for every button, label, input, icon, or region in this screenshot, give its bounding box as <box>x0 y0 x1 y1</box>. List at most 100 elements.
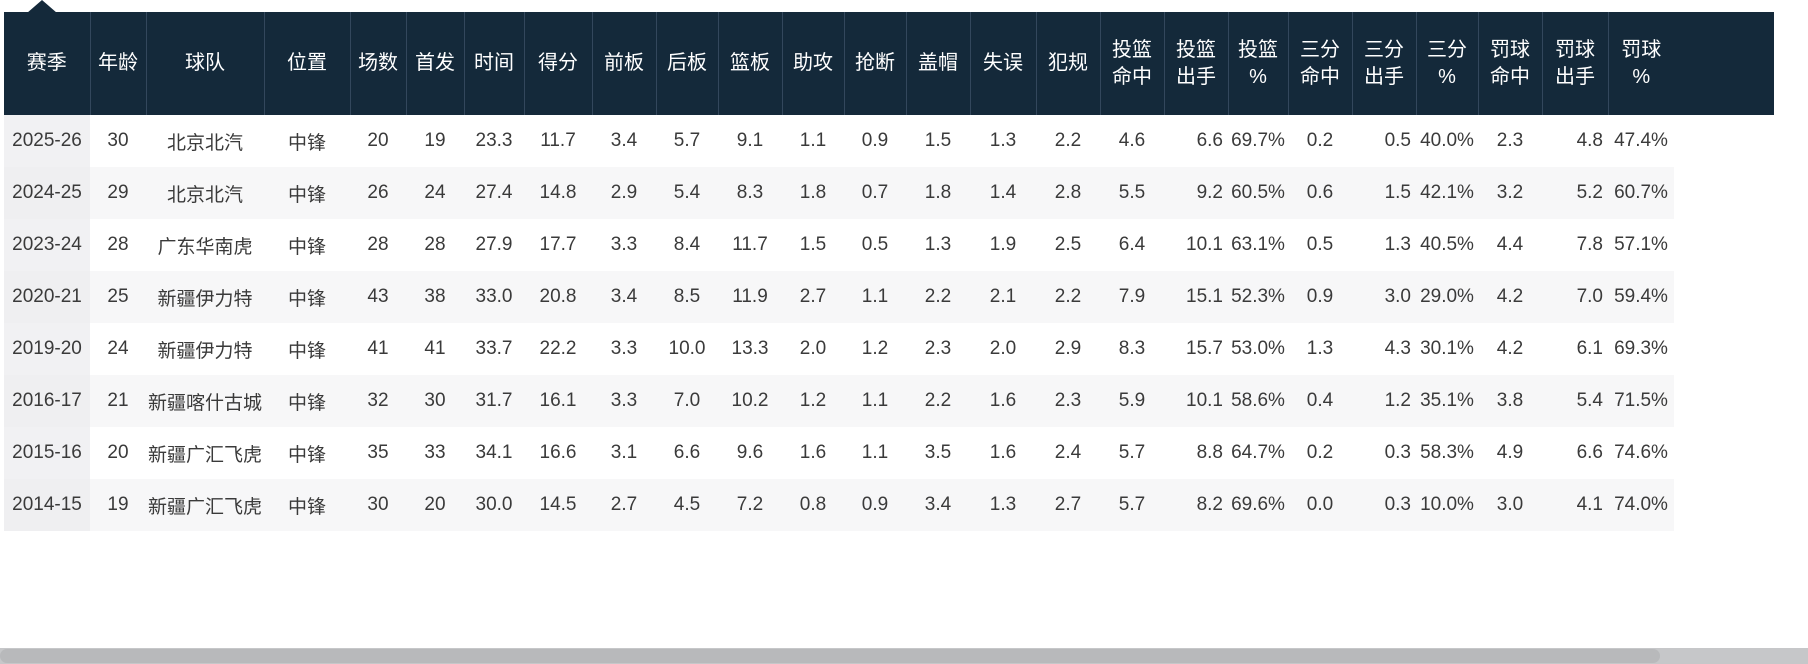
table-row: 2023-24 28 广东华南虎 中锋 28 28 27.9 17.7 3.3 8.4 11.7 1.… <box>4 219 1674 271</box>
cell-age: 19 <box>90 479 146 531</box>
cell-ft-pct: 74.6% <box>1608 427 1674 479</box>
cell-points: 16.6 <box>524 427 592 479</box>
col-header-fouls: 犯规 <box>1035 12 1100 115</box>
cell-rebounds: 9.1 <box>718 115 782 167</box>
cell-off-reb: 3.1 <box>592 427 656 479</box>
cell-minutes: 30.0 <box>464 479 524 531</box>
cell-ftm: 4.9 <box>1478 427 1542 479</box>
col-header-starts: 首发 <box>405 12 464 115</box>
cell-steals: 0.9 <box>844 479 906 531</box>
horizontal-scrollbar[interactable] <box>0 648 1808 664</box>
col-header-off-reb: 前板 <box>591 12 656 115</box>
cell-team: 新疆伊力特 <box>146 323 264 375</box>
table-row: 2025-26 30 北京北汽 中锋 20 19 23.3 11.7 3.4 5.7 9.1 1.1 0… <box>4 115 1674 167</box>
cell-tp-pct: 35.1% <box>1416 375 1478 427</box>
cell-tpa: 0.3 <box>1352 479 1416 531</box>
cell-turnovers: 1.3 <box>970 479 1036 531</box>
cell-steals: 0.5 <box>844 219 906 271</box>
table-row: 2016-17 21 新疆喀什古城 中锋 32 30 31.7 16.1 3.3 7.0 10.2 1… <box>4 375 1674 427</box>
cell-ftm: 2.3 <box>1478 115 1542 167</box>
cell-points: 14.5 <box>524 479 592 531</box>
cell-ftm: 4.2 <box>1478 271 1542 323</box>
cell-tpa: 1.3 <box>1352 219 1416 271</box>
cell-fgm: 5.9 <box>1100 375 1164 427</box>
cell-fouls: 2.9 <box>1036 323 1100 375</box>
cell-ft-pct: 57.1% <box>1608 219 1674 271</box>
col-header-season: 赛季 <box>4 12 90 115</box>
cell-position: 中锋 <box>264 167 350 219</box>
cell-blocks: 1.8 <box>906 167 970 219</box>
cell-games: 20 <box>350 115 406 167</box>
cell-steals: 0.7 <box>844 167 906 219</box>
cell-age: 28 <box>90 219 146 271</box>
col-header-blocks: 盖帽 <box>905 12 970 115</box>
cell-points: 11.7 <box>524 115 592 167</box>
cell-position: 中锋 <box>264 323 350 375</box>
cell-age: 20 <box>90 427 146 479</box>
cell-fga: 8.8 <box>1164 427 1228 479</box>
col-header-tpa: 三分 出手 <box>1351 12 1416 115</box>
cell-games: 35 <box>350 427 406 479</box>
cell-season: 2014-15 <box>4 479 90 531</box>
col-header-points: 得分 <box>523 12 592 115</box>
cell-def-reb: 8.5 <box>656 271 718 323</box>
cell-fouls: 2.4 <box>1036 427 1100 479</box>
cell-off-reb: 2.7 <box>592 479 656 531</box>
cell-turnovers: 2.0 <box>970 323 1036 375</box>
cell-team: 新疆伊力特 <box>146 271 264 323</box>
cell-fgm: 4.6 <box>1100 115 1164 167</box>
cell-tpm: 0.2 <box>1288 115 1352 167</box>
cell-fta: 7.0 <box>1542 271 1608 323</box>
cell-ft-pct: 71.5% <box>1608 375 1674 427</box>
header-filler <box>1674 12 1774 115</box>
cell-off-reb: 2.9 <box>592 167 656 219</box>
cell-fg-pct: 69.7% <box>1228 115 1288 167</box>
table-row: 2019-20 24 新疆伊力特 中锋 41 41 33.7 22.2 3.3 10.0 13.3 2… <box>4 323 1674 375</box>
cell-fgm: 7.9 <box>1100 271 1164 323</box>
cell-age: 25 <box>90 271 146 323</box>
col-header-ftm: 罚球 命中 <box>1477 12 1542 115</box>
cell-position: 中锋 <box>264 375 350 427</box>
stats-table-header: 赛季 年龄 球队 位置 场数 首发 时间 得分 前板 后板 篮板 助攻 抢断 盖帽 失误 犯规 投篮 命中 投篮 … <box>4 12 1674 115</box>
cell-steals: 1.2 <box>844 323 906 375</box>
cell-ftm: 4.4 <box>1478 219 1542 271</box>
cell-fg-pct: 60.5% <box>1228 167 1288 219</box>
cell-season: 2015-16 <box>4 427 90 479</box>
col-header-tp-pct: 三分 % <box>1415 12 1478 115</box>
cell-season: 2020-21 <box>4 271 90 323</box>
cell-starts: 19 <box>406 115 464 167</box>
cell-steals: 1.1 <box>844 375 906 427</box>
cell-starts: 33 <box>406 427 464 479</box>
col-header-rebounds: 篮板 <box>717 12 782 115</box>
cell-ftm: 3.2 <box>1478 167 1542 219</box>
cell-fga: 9.2 <box>1164 167 1228 219</box>
cell-turnovers: 1.6 <box>970 375 1036 427</box>
cell-minutes: 23.3 <box>464 115 524 167</box>
cell-season: 2024-25 <box>4 167 90 219</box>
cell-points: 14.8 <box>524 167 592 219</box>
cell-position: 中锋 <box>264 219 350 271</box>
cell-fta: 5.2 <box>1542 167 1608 219</box>
cell-minutes: 31.7 <box>464 375 524 427</box>
cell-fga: 6.6 <box>1164 115 1228 167</box>
cell-def-reb: 8.4 <box>656 219 718 271</box>
table-row: 2024-25 29 北京北汽 中锋 26 24 27.4 14.8 2.9 5.4 8.3 1.8 0… <box>4 167 1674 219</box>
cell-season: 2016-17 <box>4 375 90 427</box>
cell-games: 41 <box>350 323 406 375</box>
cell-turnovers: 1.3 <box>970 115 1036 167</box>
cell-rebounds: 11.7 <box>718 219 782 271</box>
cell-fg-pct: 58.6% <box>1228 375 1288 427</box>
cell-blocks: 2.3 <box>906 323 970 375</box>
header-row: 赛季 年龄 球队 位置 场数 首发 时间 得分 前板 后板 篮板 助攻 抢断 盖帽 失误 犯规 投篮 命中 投篮 … <box>4 12 1674 115</box>
cell-fgm: 5.7 <box>1100 479 1164 531</box>
cell-def-reb: 7.0 <box>656 375 718 427</box>
col-header-fta: 罚球 出手 <box>1541 12 1608 115</box>
cell-tpa: 0.3 <box>1352 427 1416 479</box>
horizontal-scrollbar-thumb[interactable] <box>0 649 1660 663</box>
active-tab-pointer-icon <box>27 0 57 13</box>
cell-def-reb: 5.7 <box>656 115 718 167</box>
stats-table: 赛季 年龄 球队 位置 场数 首发 时间 得分 前板 后板 篮板 助攻 抢断 盖帽 失误 犯规 投篮 命中 投篮 … <box>4 12 1674 531</box>
cell-age: 30 <box>90 115 146 167</box>
cell-games: 43 <box>350 271 406 323</box>
cell-fgm: 8.3 <box>1100 323 1164 375</box>
